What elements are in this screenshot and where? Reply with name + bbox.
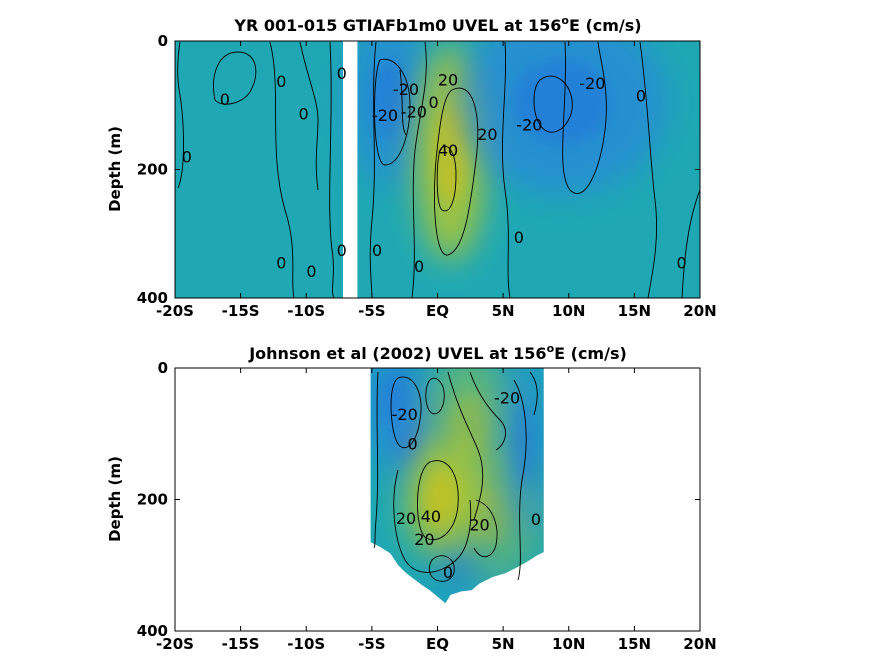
contour-label: -20 <box>401 103 427 122</box>
contour-line <box>399 69 407 136</box>
contour-label: 20 <box>414 530 434 549</box>
x-tick-label: -20S <box>156 302 194 320</box>
x-tick-label: -15S <box>222 302 260 320</box>
contour-line <box>425 377 445 415</box>
contour-label: 40 <box>421 507 441 526</box>
contour-line <box>411 41 427 298</box>
missing-data-gap <box>343 41 358 298</box>
contour-label: -20 <box>372 106 398 125</box>
westward-current-core <box>495 368 544 539</box>
contour-label: 20 <box>438 71 458 90</box>
contour-label: -20 <box>579 74 605 93</box>
contour-line <box>329 41 335 298</box>
contour-line <box>390 376 422 449</box>
contour-line <box>447 371 484 521</box>
chart-title: YR 001-015 GTIAFb1m0 UVEL at 156oE (cm/s… <box>233 14 641 35</box>
x-tick-label: 5N <box>492 302 515 320</box>
x-tick-label: 10N <box>552 635 585 653</box>
y-tick-label: 0 <box>158 32 168 50</box>
velocity-field <box>175 41 700 298</box>
contour-label: 0 <box>428 93 438 112</box>
contour-line <box>374 58 411 166</box>
contour-lines <box>373 371 538 582</box>
contour-label: 0 <box>276 254 286 273</box>
chart-title: Johnson et al (2002) UVEL at 156oE (cm/s… <box>248 342 627 363</box>
contour-label: 0 <box>306 262 316 281</box>
contour-line <box>434 87 479 256</box>
x-tick-label: -5S <box>358 302 385 320</box>
contour-label: 0 <box>531 510 541 529</box>
contour-line <box>213 51 257 105</box>
contour-label: 0 <box>636 87 646 106</box>
y-tick-label: 0 <box>158 359 168 377</box>
contour-line <box>469 371 506 451</box>
contour-line <box>373 371 379 549</box>
westward-current-core <box>455 41 669 195</box>
contour-label: 20 <box>396 509 416 528</box>
contour-label: -20 <box>392 405 418 424</box>
contour-line <box>562 41 607 194</box>
contour-line <box>428 555 455 582</box>
contour-line <box>502 41 511 298</box>
contour-label: 0 <box>443 563 453 582</box>
x-tick-label: 15N <box>618 635 651 653</box>
x-tick-label: 20N <box>683 302 716 320</box>
x-tick-label: 5N <box>492 635 515 653</box>
contour-line <box>681 189 700 298</box>
contour-labels: -20 -20 0 20 40 20 20 0 0 <box>392 389 541 582</box>
x-tick-label: EQ <box>426 635 449 653</box>
contour-line <box>269 41 295 298</box>
contour-label: 0 <box>372 241 382 260</box>
y-axis-label: Depth (m) <box>106 456 124 542</box>
y-tick-label: 200 <box>137 161 168 179</box>
contour-lines <box>177 41 700 298</box>
contour-label: 40 <box>438 141 458 160</box>
contour-label: 0 <box>337 64 347 83</box>
x-tick-label: 15N <box>618 302 651 320</box>
contour-label: 0 <box>677 254 687 273</box>
contour-line <box>417 460 459 541</box>
contour-line <box>369 41 377 298</box>
contour-label: 20 <box>469 515 489 534</box>
y-tick-label: 200 <box>137 491 168 509</box>
x-tick-label: -20S <box>156 635 194 653</box>
y-tick-label: 400 <box>137 622 168 640</box>
x-tick-label: EQ <box>426 302 449 320</box>
contour-label: 0 <box>299 105 309 124</box>
contour-line <box>436 145 457 212</box>
contour-line <box>299 41 319 191</box>
x-tick-label: -10S <box>287 302 325 320</box>
contour-line <box>533 75 573 133</box>
y-axis-label: Depth (m) <box>106 126 124 212</box>
contour-line <box>177 41 184 189</box>
contour-label: -20 <box>516 116 542 135</box>
contour-label: 0 <box>337 241 347 260</box>
contour-label: 0 <box>276 72 286 91</box>
x-tick-label: -5S <box>358 635 385 653</box>
contour-label: 0 <box>182 148 192 167</box>
x-tick-label: 10N <box>552 302 585 320</box>
contour-label: 20 <box>477 125 497 144</box>
contour-line <box>473 499 498 558</box>
x-tick-label: -10S <box>287 635 325 653</box>
westward-current-core <box>345 41 436 187</box>
x-tick-label: 20N <box>683 635 716 653</box>
contour-line <box>513 379 527 581</box>
contour-label: 0 <box>414 257 424 276</box>
contour-label: -20 <box>494 389 520 408</box>
contour-label: -20 <box>393 80 419 99</box>
contour-label: 0 <box>407 435 417 454</box>
contour-label: 0 <box>514 228 524 247</box>
y-tick-label: 400 <box>137 289 168 307</box>
contour-line <box>529 371 538 416</box>
contour-label: 0 <box>220 90 230 109</box>
x-tick-label: -15S <box>222 635 260 653</box>
contour-line <box>393 469 472 573</box>
contour-line <box>639 41 658 298</box>
